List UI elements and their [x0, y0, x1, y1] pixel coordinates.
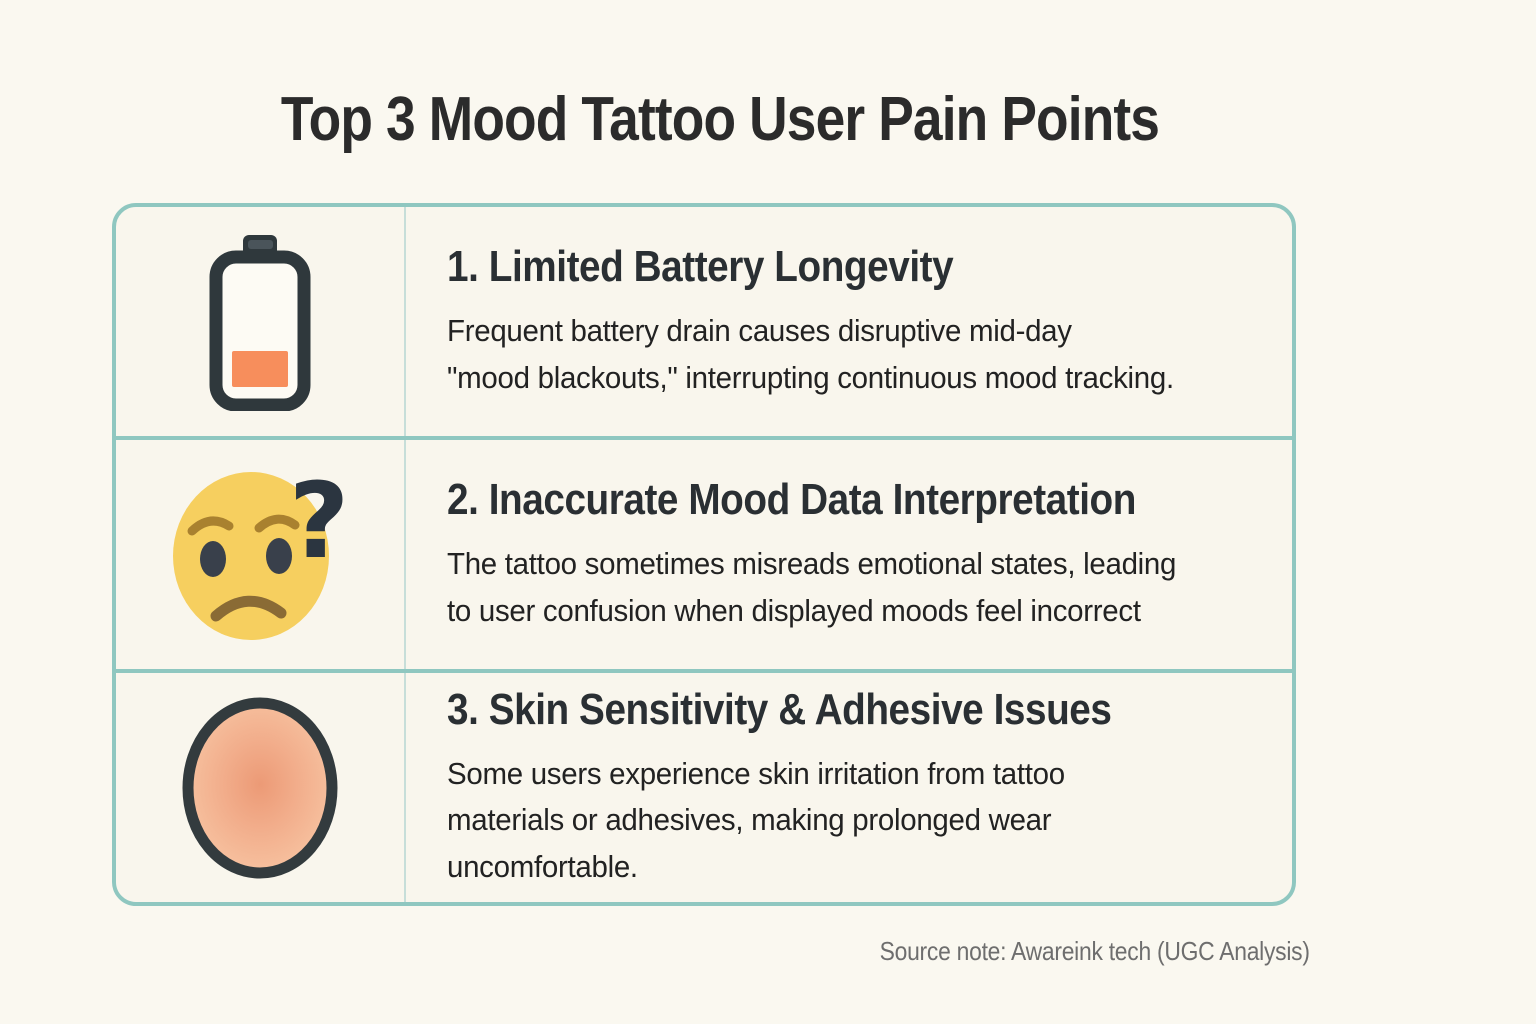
- icon-cell: [116, 207, 404, 436]
- pain-point-row-battery: 1. Limited Battery Longevity Frequent ba…: [116, 207, 1292, 436]
- skin-irritation-icon: [182, 697, 338, 878]
- pain-point-heading: 1. Limited Battery Longevity: [447, 242, 954, 291]
- text-cell: 2. Inaccurate Mood Data Interpretation T…: [404, 440, 1292, 669]
- pain-point-body: Frequent battery drain causes disruptive…: [447, 313, 1174, 395]
- vertical-divider: [404, 207, 406, 902]
- icon-cell: [116, 673, 404, 902]
- low-battery-icon: [209, 234, 311, 411]
- pain-point-body: Some users experience skin irritation fr…: [447, 755, 1065, 884]
- svg-text:?: ?: [289, 469, 349, 582]
- pain-point-body: The tattoo sometimes misreads emotional …: [447, 546, 1177, 628]
- source-note: Source note: Awareink tech (UGC Analysis…: [879, 936, 1310, 966]
- pain-point-row-mood-data: ? 2. Inaccurate Mood Data Interpretation…: [116, 436, 1292, 669]
- text-cell: 3. Skin Sensitivity & Adhesive Issues So…: [404, 673, 1292, 902]
- confused-face-icon: ?: [173, 469, 349, 640]
- pain-points-card: 1. Limited Battery Longevity Frequent ba…: [112, 203, 1296, 906]
- text-cell: 1. Limited Battery Longevity Frequent ba…: [404, 207, 1292, 436]
- icon-cell: ?: [116, 440, 404, 669]
- pain-point-row-skin: 3. Skin Sensitivity & Adhesive Issues So…: [116, 669, 1292, 902]
- pain-point-heading: 2. Inaccurate Mood Data Interpretation: [447, 475, 1136, 524]
- pain-point-heading: 3. Skin Sensitivity & Adhesive Issues: [447, 684, 1112, 734]
- page-title: Top 3 Mood Tattoo User Pain Points: [280, 85, 1160, 154]
